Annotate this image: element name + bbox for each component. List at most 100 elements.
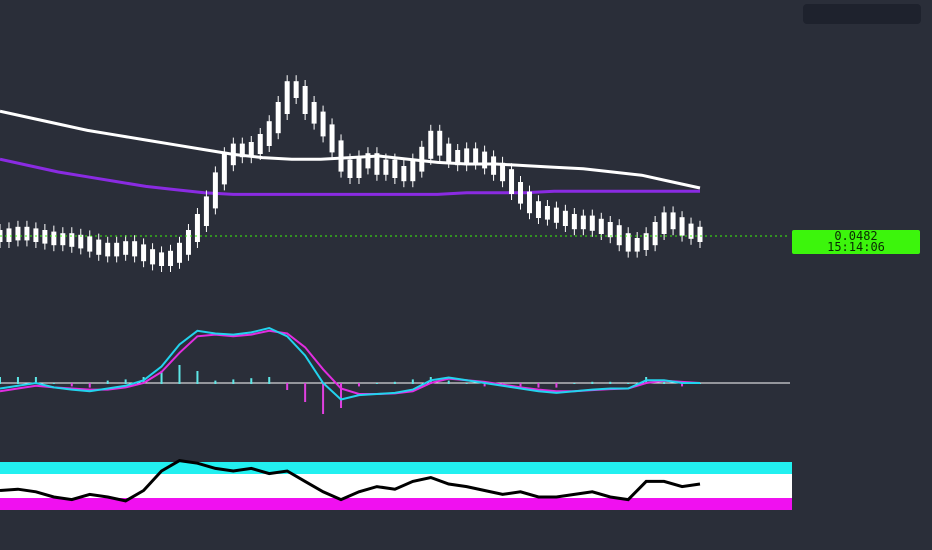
candle-body [212,172,218,209]
candle-body [69,233,75,247]
candle-body [589,215,595,231]
macd-histogram-bar [573,383,576,384]
candle-body [284,81,290,114]
candle-body [141,244,147,262]
candle-body [329,124,335,153]
price-value: 0.0482 [834,229,878,243]
candle-body [518,182,524,204]
candle-body [670,212,676,230]
price-label: 0.0482 15:14:06 [792,230,920,254]
candle-body [428,130,434,159]
macd-histogram-bar [0,377,1,384]
macd-signal-line [0,329,701,395]
candle-body [616,225,622,246]
candle-body [697,226,703,242]
macd-line [0,326,700,401]
macd-histogram-bar [537,383,540,388]
candle-body [194,214,200,242]
candle-body [392,159,398,178]
candle-body [168,250,174,266]
candle-body [688,223,694,239]
macd-histogram-bar [250,378,253,384]
candle-body [176,242,182,263]
macd-histogram-bar [16,377,19,384]
macd-histogram-bar [555,383,558,388]
rsi-line [0,459,701,503]
price-panel [0,75,703,272]
rsi-neutral-band [0,474,792,498]
rsi-overbought-band [0,462,792,474]
candle-body [410,159,416,182]
macd-histogram-bar [214,380,217,384]
macd-histogram-bar [286,383,289,390]
candle-body [150,249,156,265]
macd-histogram-bar [232,379,235,384]
candle-body [679,217,685,236]
macd-histogram-bar [322,383,325,414]
candle-body [257,134,263,154]
candle-body [248,142,254,158]
macd-histogram-bar [519,383,522,387]
candle-body [96,239,102,255]
candle-body [652,222,658,246]
candle-body [571,214,577,230]
candle-body [419,146,425,172]
macd-histogram-bar [106,380,109,384]
candle-body [365,153,371,169]
macd-histogram-bar [178,365,181,384]
candle-body [562,210,568,226]
macd-histogram-bar [375,383,378,384]
macd-histogram-bar [196,371,199,384]
candle-body [60,233,66,246]
candle-body [15,226,21,241]
macd-histogram-bar [447,380,450,384]
candle-body [643,233,649,250]
candle-body [320,111,326,137]
candle-body [437,130,443,156]
macd-histogram-bar [34,377,37,384]
candle-body [123,241,129,255]
candle-body [356,156,362,178]
candle-body [230,143,236,166]
candle-body [221,153,227,185]
candle-body [455,150,461,166]
candle-body [464,148,470,166]
candle-body [159,252,165,266]
candle-body [239,143,245,158]
toolbar-pill[interactable] [803,4,921,24]
rsi-oversold-band [0,498,792,510]
macd-histogram-bar [124,379,127,384]
countdown-timer: 15:14:06 [827,240,885,254]
macd-histogram-bar [304,383,307,402]
candle-body [24,226,30,241]
candle-body [401,166,407,182]
candle-body [302,86,308,114]
macd-histogram-bar [411,379,414,384]
candle-body [275,102,281,134]
candle-body [114,242,120,257]
candle-body [607,222,613,238]
candle-body [338,140,344,172]
macd-histogram-bar [52,383,55,384]
candle-body [473,148,479,164]
candle-body [482,151,488,169]
candle-body [203,196,209,226]
macd-histogram-bar [609,381,612,384]
candle-body [446,143,452,162]
candle-body [544,206,550,220]
macd-histogram-bar [591,381,594,384]
candle-body [625,233,631,252]
candle-body [383,159,389,175]
macd-panel [0,326,790,414]
candle-body [33,228,39,242]
candle-body [553,207,559,223]
candle-body [6,228,12,242]
candle-body [347,159,353,178]
macd-histogram-bar [681,383,684,387]
candle-body [185,230,191,255]
macd-histogram-bar [393,381,396,384]
candle-body [580,215,586,230]
candle-body [266,121,272,146]
candle-body [634,238,640,252]
